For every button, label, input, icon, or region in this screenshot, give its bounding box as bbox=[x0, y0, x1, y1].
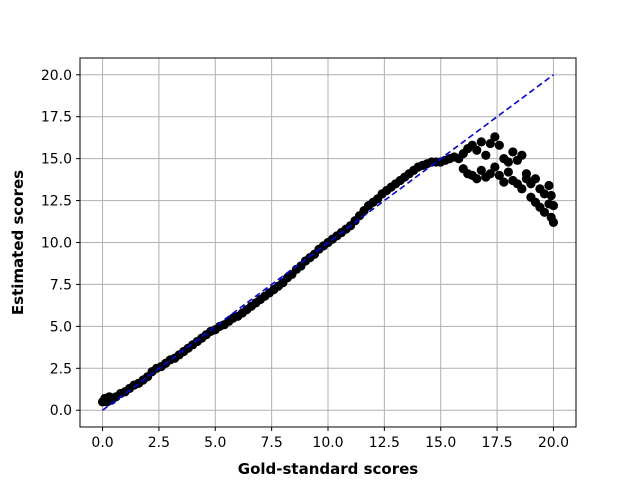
y-axis-label: Estimated scores bbox=[9, 170, 27, 315]
y-tick-label: 15.0 bbox=[41, 152, 72, 168]
data-point bbox=[521, 169, 532, 179]
data-point bbox=[499, 177, 509, 187]
data-point bbox=[472, 145, 482, 155]
x-tick-label: 2.5 bbox=[148, 435, 170, 451]
data-point bbox=[508, 147, 518, 157]
data-point bbox=[530, 174, 541, 184]
data-point bbox=[490, 162, 500, 172]
y-tick-label: 7.5 bbox=[50, 277, 72, 293]
data-point bbox=[485, 138, 495, 149]
data-point bbox=[546, 190, 556, 201]
y-tick-label: 0.0 bbox=[50, 403, 72, 419]
data-point bbox=[476, 137, 486, 147]
x-axis-label: Gold-standard scores bbox=[238, 460, 419, 478]
x-tick-label: 7.5 bbox=[261, 435, 283, 451]
y-tick-label: 10.0 bbox=[41, 236, 72, 252]
data-point bbox=[548, 217, 559, 227]
data-point bbox=[472, 174, 482, 184]
y-tick-label: 2.5 bbox=[50, 361, 72, 377]
data-point bbox=[544, 180, 554, 191]
data-point bbox=[503, 167, 513, 177]
data-point bbox=[503, 157, 513, 167]
data-point bbox=[494, 170, 504, 181]
x-tick-label: 17.5 bbox=[482, 435, 513, 451]
data-point bbox=[517, 150, 527, 160]
data-points bbox=[97, 132, 559, 407]
x-tick-label: 15.0 bbox=[425, 435, 456, 451]
data-point bbox=[494, 140, 504, 150]
x-tick-label: 20.0 bbox=[538, 435, 569, 451]
y-tick-label: 20.0 bbox=[41, 68, 72, 84]
data-point bbox=[490, 132, 500, 142]
plot-frame bbox=[79, 57, 577, 428]
y-tick-label: 12.5 bbox=[41, 194, 72, 210]
y-tick-label: 17.5 bbox=[41, 110, 72, 126]
data-point bbox=[485, 169, 495, 179]
data-point bbox=[476, 165, 486, 175]
data-point bbox=[517, 184, 527, 194]
data-point bbox=[481, 150, 491, 160]
data-point bbox=[539, 207, 550, 217]
x-tick-label: 0.0 bbox=[91, 435, 113, 451]
y-axis-ticks: 0.0 2.5 5.0 7.5 10.0 12.5 15.0 17.5 20.0 bbox=[41, 68, 80, 419]
x-tick-label: 10.0 bbox=[312, 435, 343, 451]
x-axis-ticks: 0.0 2.5 5.0 7.5 10.0 12.5 15.0 17.5 20.0 bbox=[91, 427, 569, 451]
x-tick-label: 12.5 bbox=[369, 435, 400, 451]
y-tick-label: 5.0 bbox=[50, 319, 72, 335]
reference-line bbox=[102, 74, 554, 411]
data-point bbox=[548, 201, 559, 211]
x-tick-label: 5.0 bbox=[204, 435, 226, 451]
